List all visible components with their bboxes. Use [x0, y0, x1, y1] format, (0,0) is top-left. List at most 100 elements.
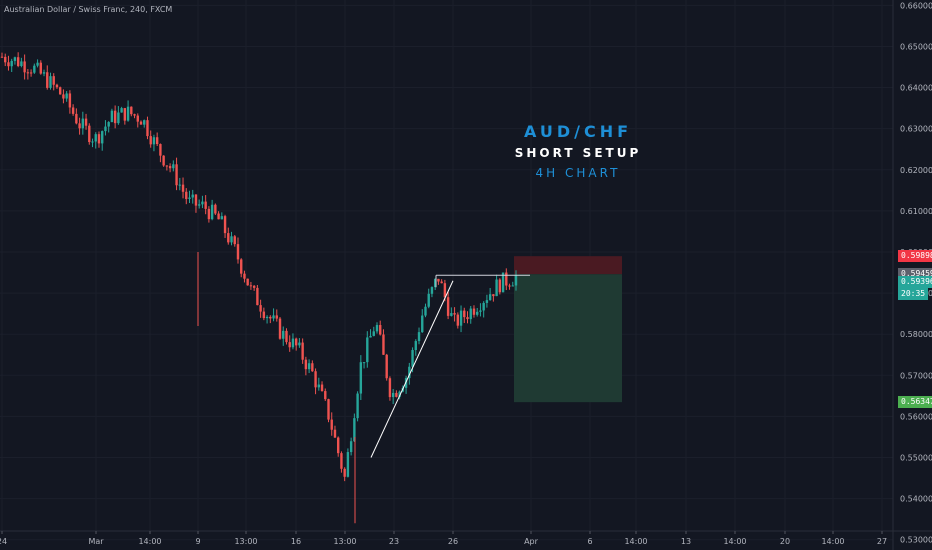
time-axis[interactable]: 24 Mar 14:00 9 13:00 16 13:00 23 26 Apr 6 14:00 13 14… — [0, 531, 887, 546]
candle-body — [252, 285, 256, 288]
candle-body — [294, 338, 298, 346]
candle-body — [285, 330, 288, 343]
candle-body — [388, 378, 392, 398]
candle-body — [55, 84, 59, 88]
candle-body — [162, 155, 165, 166]
setup-annotation: AUD/CHF SHORT SETUP 4H CHART — [500, 122, 656, 180]
candle-body — [369, 335, 372, 338]
candle-body — [62, 94, 65, 99]
candle-body — [185, 191, 188, 199]
candle-body — [317, 384, 321, 388]
candle-body — [272, 315, 275, 319]
candle-body — [172, 164, 175, 169]
candle-body — [427, 293, 430, 307]
candle-body — [337, 437, 340, 454]
candle-body — [7, 62, 10, 67]
candle-body — [265, 316, 269, 319]
candle-body — [278, 318, 282, 339]
candle-body — [126, 106, 130, 121]
candle-body — [191, 194, 194, 198]
candle-body — [492, 294, 495, 297]
candle-body — [220, 216, 224, 220]
time-tick-label: 23 — [389, 537, 399, 546]
candle-body — [240, 259, 243, 274]
candle-body — [311, 363, 314, 372]
candle-body — [71, 107, 75, 114]
time-tick-label: 16 — [291, 537, 301, 546]
candle-body — [372, 331, 375, 336]
time-tick-label: 20 — [780, 537, 790, 546]
candle-body — [430, 287, 434, 294]
candle-body — [327, 399, 330, 420]
candle-body — [366, 337, 369, 363]
candle-body — [288, 342, 291, 348]
symbol-legend[interactable]: Australian Dollar / Swiss Franc, 240, FX… — [4, 5, 173, 14]
candle-body — [0, 56, 4, 58]
price-tick-label: 0.62000 — [900, 166, 932, 175]
candle-body — [498, 279, 502, 293]
candle-body — [362, 362, 366, 364]
candle-body — [301, 342, 304, 360]
time-tick-label: 26 — [448, 537, 458, 546]
candle-body — [46, 72, 49, 88]
candle-body — [511, 285, 514, 287]
candle-body — [443, 283, 447, 298]
candle-body — [143, 120, 146, 125]
candle-body — [395, 392, 398, 397]
candle-body — [330, 419, 333, 430]
price-tick-label: 0.65000 — [900, 42, 932, 51]
candle-body — [159, 144, 162, 156]
price-tick-label: 0.64000 — [900, 84, 932, 93]
candle-body — [440, 281, 443, 284]
current-price-tag: 0.59396 — [898, 275, 932, 288]
take-profit-zone[interactable] — [514, 274, 622, 403]
candle-body — [472, 308, 476, 315]
candle-body — [382, 334, 385, 355]
candle-body — [291, 338, 295, 348]
candle-body — [136, 115, 139, 122]
candle-body — [379, 325, 382, 335]
candle-body — [210, 204, 214, 220]
candle-body — [23, 61, 26, 73]
trend-line[interactable] — [370, 280, 454, 458]
candle-body — [78, 123, 81, 129]
time-tick-label: 14:00 — [821, 537, 844, 546]
candle-body — [514, 275, 518, 286]
candle-body — [75, 113, 78, 124]
candle-body — [29, 72, 33, 74]
candle-body — [469, 308, 472, 320]
price-tick-label: 0.53000 — [900, 536, 932, 545]
candle-body — [152, 137, 156, 145]
candle-body — [479, 310, 482, 312]
candle-body — [356, 393, 359, 419]
candle-body — [49, 76, 52, 88]
candle-body — [485, 300, 489, 303]
candles — [0, 52, 518, 524]
candle-body — [243, 273, 246, 279]
candle-body — [101, 131, 104, 144]
candle-body — [259, 305, 262, 312]
time-tick-label: 27 — [877, 537, 887, 546]
candle-body — [155, 137, 159, 145]
candle-body — [42, 72, 46, 74]
candle-body — [417, 332, 421, 342]
candle-body — [10, 60, 13, 67]
candle-body — [456, 314, 460, 326]
candle-body — [488, 294, 492, 301]
candle-body — [217, 213, 220, 220]
candle-body — [466, 317, 469, 320]
candle-body — [16, 57, 20, 67]
candle-body — [256, 287, 259, 306]
candle-body — [65, 93, 68, 99]
candle-body — [175, 164, 178, 186]
candle-body — [421, 315, 424, 333]
candle-body — [333, 429, 337, 438]
candle-body — [391, 392, 395, 398]
candle-body — [459, 310, 463, 326]
candle-body — [81, 118, 85, 129]
candle-body — [340, 453, 343, 469]
stop-price-tag: 0.59898 — [898, 250, 932, 263]
candle-body — [385, 354, 388, 379]
stop-loss-zone[interactable] — [514, 256, 622, 275]
